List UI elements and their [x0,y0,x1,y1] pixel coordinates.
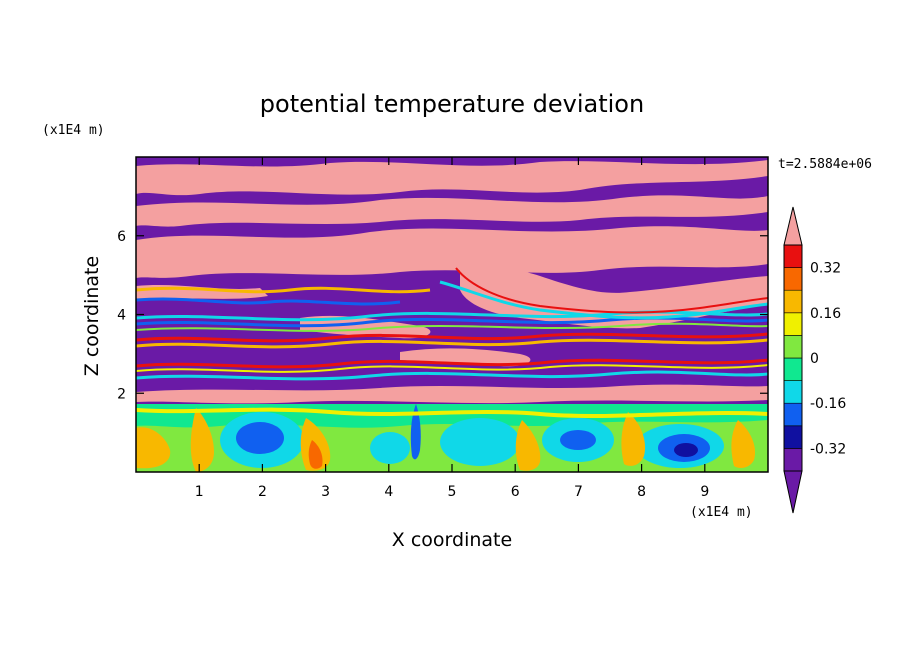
colorbar: -0.32 -0.16 0 0.16 0.32 [783,206,846,514]
colorbar-label: -0.16 [810,396,846,412]
plume-orange-1 [136,427,171,469]
time-label: t=2.5884e+06 [778,157,872,172]
mixing-orange-streak-1 [136,338,768,349]
colorbar-segment [783,402,803,427]
colorbar-segment [783,267,803,291]
colorbar-segment [783,425,803,449]
mixing-red-streak-1 [136,332,768,343]
cell-blue-3 [560,430,596,450]
colorbar-label: -0.32 [810,441,846,457]
mixing-blue-streak-5 [136,297,401,306]
pink-band-bottom [136,384,768,404]
colorbar-extend-bottom [783,470,803,514]
x-axis-label: X coordinate [392,529,512,551]
x-unit-label: (x1E4 m) [690,505,753,520]
pink-band-upper-mid [136,195,768,227]
x-tick-label: 5 [448,484,457,500]
mixing-blue-streak-1 [136,316,768,328]
colorbar-frame [783,244,803,472]
chart-title: potential temperature deviation [260,90,644,118]
y-tick-label: 6 [117,229,126,245]
colorbar-label: 0.32 [810,261,841,277]
mixing-cyan-streak-1 [136,310,768,322]
plume-orange-8 [621,412,646,466]
x-tick-label: 7 [574,484,583,500]
colorbar-segment [783,289,803,314]
colorbar-segment [783,335,803,359]
cell-cyan-5 [370,432,410,464]
y-axis-ticks: 2 4 6 [117,229,768,402]
mixing-cyan-streak-2 [136,370,768,381]
colorbar-label: 0 [810,351,819,367]
x-tick-label: 6 [511,484,520,500]
x-tick-label: 2 [258,484,267,500]
cell-cyan-2 [440,418,520,466]
y-axis-label: Z coordinate [81,256,103,376]
contour-field [136,157,768,472]
plume-orange-6 [515,420,541,471]
mixing-red-streak-2 [136,358,768,369]
pink-patch-left [300,315,431,339]
colorbar-segment [783,244,803,268]
plume-red-3 [308,440,323,469]
y-unit-label: (x1E4 m) [42,123,105,138]
x-tick-label: 4 [384,484,393,500]
pink-band-top [136,160,768,196]
mixing-orange-streak-3 [136,286,431,294]
mixing-yellow-streak-2 [136,364,768,373]
yellow-band-lower [136,407,768,418]
x-tick-label: 3 [321,484,330,500]
cell-blue-1 [236,422,284,454]
downdraft-blue [410,404,421,460]
x-axis-ticks: 1 2 3 4 5 6 7 8 9 [195,157,709,500]
colorbar-segment [783,357,803,381]
pink-band-mid [136,226,768,278]
x-tick-label: 8 [637,484,646,500]
colorbar-segment [783,448,803,472]
colorbar-segment [783,312,803,336]
colorbar-segment [783,380,803,404]
y-tick-label: 2 [117,386,126,402]
mixing-green-streak-1 [136,322,768,332]
mixing-cyan-streak-3 [439,280,768,320]
plume-orange-9 [731,420,756,468]
mixing-red-streak-4 [455,267,768,314]
cell-navy-4 [674,443,698,457]
colorbar-label: 0.16 [810,306,841,322]
x-tick-label: 1 [195,484,204,500]
plume-orange-2 [190,408,214,472]
y-tick-label: 4 [117,308,126,324]
x-tick-label: 9 [700,484,709,500]
colorbar-extend-top [783,206,803,246]
